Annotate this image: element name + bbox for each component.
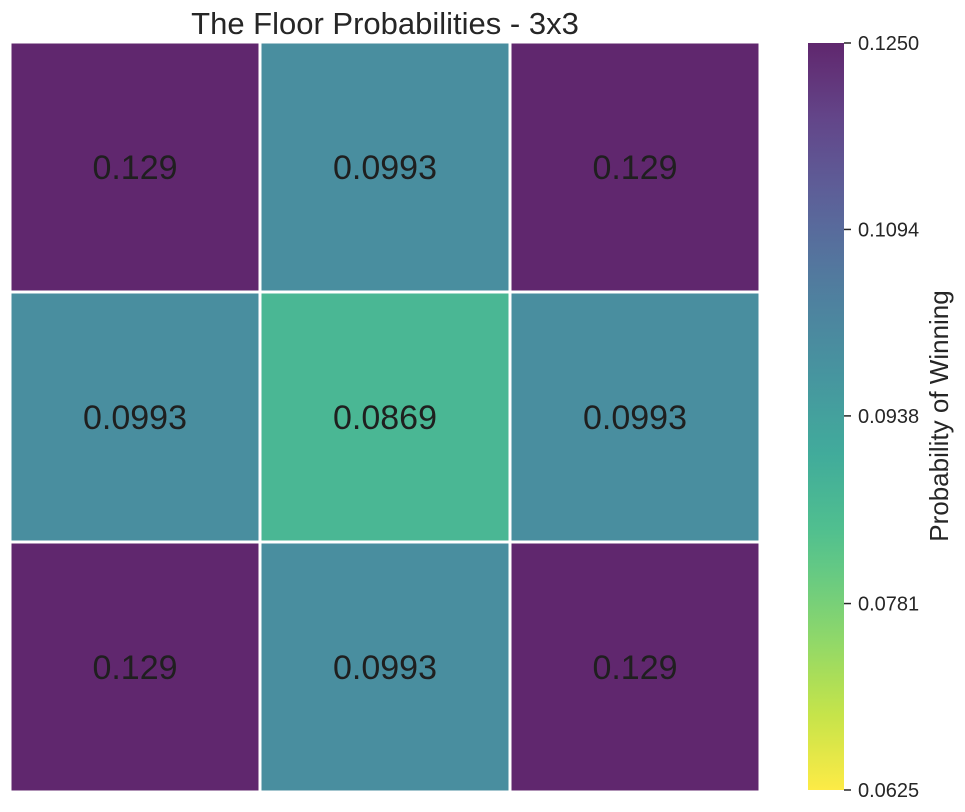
colorbar-tick-label: 0.0938 xyxy=(858,406,919,428)
cell-value-label: 0.0993 xyxy=(583,399,687,437)
heatmap-cell-r1-c1 xyxy=(8,40,262,294)
colorbar-gradient xyxy=(808,43,844,790)
heatmap-cell-r2-c1 xyxy=(8,290,262,544)
heatmap-cell-r1-c2 xyxy=(258,40,512,294)
heatmap-cell-r3-c1 xyxy=(8,540,262,794)
cell-value-label: 0.0993 xyxy=(83,399,187,437)
cell-value-label: 0.0869 xyxy=(333,399,437,437)
chart-title: The Floor Probabilities - 3x3 xyxy=(191,6,579,41)
colorbar-tick-label: 0.0781 xyxy=(858,594,919,616)
cell-value-label: 0.129 xyxy=(92,649,177,687)
cell-value-label: 0.129 xyxy=(592,649,677,687)
cell-value-label: 0.0993 xyxy=(333,649,437,687)
cell-value-label: 0.0993 xyxy=(333,149,437,187)
colorbar-tick-label: 0.1250 xyxy=(858,33,919,55)
heatmap-cell-r1-c3 xyxy=(508,40,762,294)
colorbar-tick-label: 0.1094 xyxy=(858,219,919,241)
colorbar-tick-label: 0.0625 xyxy=(858,780,919,802)
heatmap-cell-r3-c3 xyxy=(508,540,762,794)
heatmap-cell-r2-c3 xyxy=(508,290,762,544)
cell-value-label: 0.129 xyxy=(92,149,177,187)
colorbar: 0.0625 0.0781 0.0938 0.1094 0.1250 Probabili… xyxy=(808,33,954,802)
cell-value-label: 0.129 xyxy=(592,149,677,187)
colorbar-label: Probability of Winning xyxy=(924,290,954,541)
heatmap-cell-r3-c2 xyxy=(258,540,512,794)
heatmap-cells: 0.129 0.0993 0.129 0.0993 0.0869 0.0993 0.129 0… xyxy=(8,40,762,794)
colorbar-ticks: 0.0625 0.0781 0.0938 0.1094 0.1250 xyxy=(844,33,919,802)
heatmap-cell-r2-c2 xyxy=(258,290,512,544)
